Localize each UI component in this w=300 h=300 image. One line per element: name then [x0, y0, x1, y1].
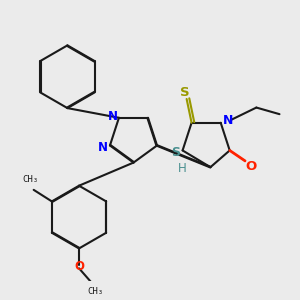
Text: H: H: [178, 162, 187, 176]
Text: S: S: [180, 86, 190, 99]
Text: CH₃: CH₃: [22, 175, 38, 184]
Text: O: O: [74, 260, 84, 273]
Text: O: O: [245, 160, 256, 173]
Text: N: N: [223, 114, 233, 127]
Text: CH₃: CH₃: [87, 287, 104, 296]
Text: N: N: [98, 141, 108, 154]
Text: N: N: [108, 110, 118, 123]
Text: S: S: [171, 146, 180, 159]
